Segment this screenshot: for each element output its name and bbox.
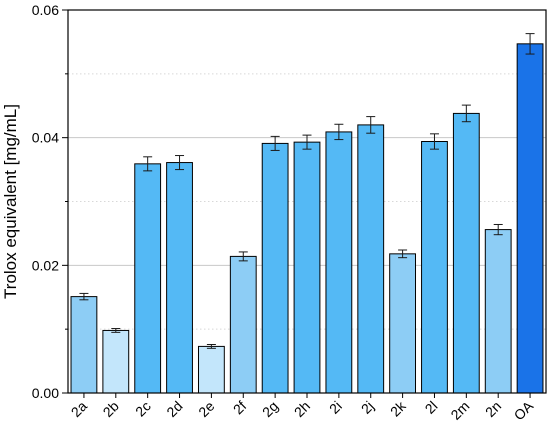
y-tick-label: 0.06 xyxy=(32,2,59,18)
error-bar-2f xyxy=(238,251,248,262)
x-tick-label: 2e xyxy=(195,398,217,420)
error-bar-2j xyxy=(366,116,376,134)
x-tick-label: 2g xyxy=(259,398,281,420)
error-bar-2c xyxy=(143,156,153,172)
error-bar-2i xyxy=(334,123,344,141)
bar-2k xyxy=(389,253,417,394)
x-tick-label: 2j xyxy=(358,398,377,417)
y-axis-title: Trolox equivalent [mg/mL] xyxy=(1,104,20,299)
error-bar-2e xyxy=(206,343,216,349)
bar-2n xyxy=(484,229,512,394)
error-bars xyxy=(79,33,535,349)
error-bar-2a xyxy=(79,292,89,301)
x-tick-label: 2m xyxy=(447,398,472,423)
bar-2c xyxy=(134,163,162,394)
y-axis-ticks: 0.00 0.02 0.04 0.06 xyxy=(32,2,68,401)
x-tick-label: 2n xyxy=(482,398,504,420)
x-tick-label: 2l xyxy=(422,398,441,417)
x-tick-label: 2d xyxy=(163,398,185,420)
x-tick-label: 2k xyxy=(387,397,409,419)
bar-2d xyxy=(166,162,193,394)
y-tick-label: 0.02 xyxy=(32,257,59,273)
x-tick-label: 2c xyxy=(132,398,154,420)
error-bar-2n xyxy=(493,223,503,236)
x-axis-ticks: 2a 2b 2c 2d 2e 2f 2g 2h 2i 2j 2k 2l 2m 2n OA xyxy=(68,393,537,423)
x-tick-label: 2i xyxy=(326,398,345,417)
error-bar-2m xyxy=(461,104,471,123)
bar-2j xyxy=(357,124,385,394)
bar-2l xyxy=(421,140,448,394)
bars xyxy=(70,43,544,394)
bar-2h xyxy=(293,141,321,394)
x-tick-label: 2f xyxy=(230,398,250,418)
error-bar-2b xyxy=(111,328,121,333)
error-bar-2d xyxy=(175,155,185,171)
bar-2i xyxy=(325,131,353,394)
error-bar-OA xyxy=(525,33,535,55)
y-tick-label: 0.00 xyxy=(32,385,59,401)
bar-2f xyxy=(229,255,257,394)
bar-2b xyxy=(102,329,130,394)
bar-2g xyxy=(261,142,289,394)
error-bar-2l xyxy=(429,133,439,150)
error-bar-2k xyxy=(398,249,408,259)
x-tick-label: 2h xyxy=(291,398,313,420)
bar-OA xyxy=(516,43,544,394)
bar-2m xyxy=(452,112,480,394)
y-tick-label: 0.04 xyxy=(32,130,59,146)
bar-2a xyxy=(70,296,98,394)
error-bar-2h xyxy=(302,134,312,150)
error-bar-2g xyxy=(270,135,280,151)
x-tick-label: OA xyxy=(511,397,537,423)
x-tick-label: 2a xyxy=(68,398,90,420)
bar-2e xyxy=(197,345,225,394)
x-tick-label: 2b xyxy=(100,398,122,420)
